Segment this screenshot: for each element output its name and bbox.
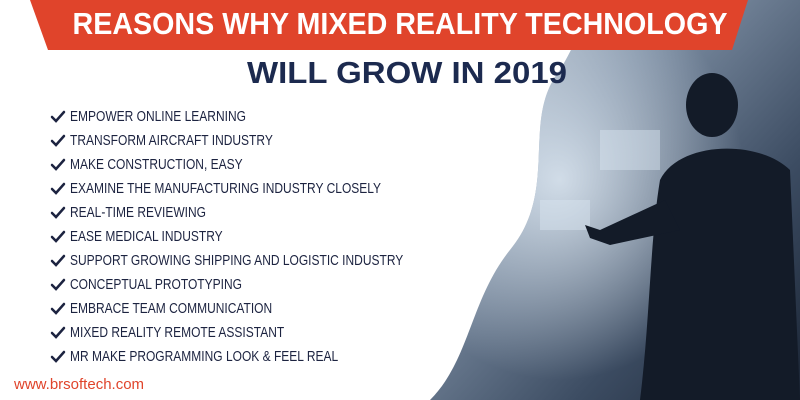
check-icon [50,110,66,123]
list-item-text: EASE MEDICAL INDUSTRY [70,228,223,245]
list-item: EXAMINE THE MANUFACTURING INDUSTRY CLOSE… [70,180,381,197]
website: www.brsoftech.com [13,376,144,393]
list-item: EMBRACE TEAM COMMUNICATION [70,300,272,317]
check-icon [50,302,66,315]
list-item-text: SUPPORT GROWING SHIPPING AND LOGISTIC IN… [70,252,403,269]
list-item: EMPOWER ONLINE LEARNING [70,108,246,125]
list-item-text: TRANSFORM AIRCRAFT INDUSTRY [70,132,273,149]
check-icon [50,254,66,267]
list-item-text: MAKE CONSTRUCTION, EASY [70,156,243,173]
subtitle: WILL GROW IN 2019 [247,55,567,90]
list-item: SUPPORT GROWING SHIPPING AND LOGISTIC IN… [70,252,403,269]
check-icon [50,158,66,171]
list-item: MAKE CONSTRUCTION, EASY [70,156,243,173]
list-item-text: REAL-TIME REVIEWING [70,204,206,221]
check-icon [50,134,66,147]
list-item-text: MIXED REALITY REMOTE ASSISTANT [70,324,284,341]
title-ribbon [30,0,748,50]
person-silhouette [585,73,800,400]
reason-list: EMPOWER ONLINE LEARNING TRANSFORM AIRCRAF… [50,108,403,365]
check-icon [50,230,66,243]
list-item-text: MR MAKE PROGRAMMING LOOK & FEEL REAL [70,348,339,365]
list-item: MIXED REALITY REMOTE ASSISTANT [70,324,284,341]
list-item: TRANSFORM AIRCRAFT INDUSTRY [70,132,273,149]
list-item-text: EXAMINE THE MANUFACTURING INDUSTRY CLOSE… [70,180,381,197]
check-icon [50,182,66,195]
list-item-text: EMPOWER ONLINE LEARNING [70,108,246,125]
list-item: EASE MEDICAL INDUSTRY [70,228,223,245]
list-item: CONCEPTUAL PROTOTYPING [70,276,242,293]
check-icon [50,350,66,363]
check-icon [50,206,66,219]
list-item: MR MAKE PROGRAMMING LOOK & FEEL REAL [70,348,339,365]
title: REASONS WHY MIXED REALITY TECHNOLOGY [73,6,728,41]
list-item-text: CONCEPTUAL PROTOTYPING [70,276,242,293]
list-item-text: EMBRACE TEAM COMMUNICATION [70,300,272,317]
list-item: REAL-TIME REVIEWING [70,204,206,221]
check-icon [50,278,66,291]
check-icon [50,326,66,339]
